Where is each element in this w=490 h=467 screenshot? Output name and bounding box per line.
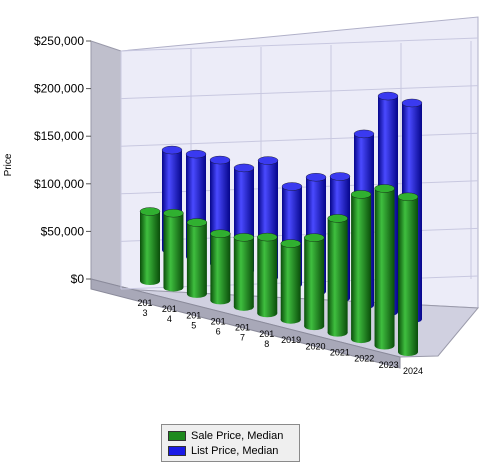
bar-sale-3 (210, 229, 231, 305)
x-tick-label: 2020 (306, 341, 326, 351)
grid-line-h (120, 37, 479, 52)
x-tick-label: 201 3 (137, 298, 152, 318)
x-tick-label: 201 5 (186, 310, 201, 330)
bar-sale-10 (374, 184, 395, 350)
floor-front-edge (90, 278, 401, 369)
y-tick-label: $150,000 (34, 129, 84, 143)
legend-item-list: List Price, Median (168, 443, 299, 458)
x-tick-label: 2022 (354, 354, 374, 364)
x-tick-label: 201 8 (259, 329, 274, 349)
bar-sale-9 (350, 190, 372, 344)
y-tick-label: $200,000 (34, 82, 84, 96)
bar-sale-8 (327, 214, 348, 337)
left-wall (90, 40, 122, 290)
y-tick-label: $50,000 (41, 224, 85, 238)
x-tick-label: 2024 (403, 366, 423, 376)
bar-sale-2 (186, 218, 208, 298)
y-tick-label: $100,000 (34, 177, 84, 191)
bar-sale-7 (303, 233, 325, 331)
legend: Sale Price, Median List Price, Median (161, 424, 300, 462)
y-axis-label: Price (3, 153, 14, 176)
x-tick-label: 2021 (330, 347, 350, 357)
chart-svg: $0 $50,000 $100,000 $150,000 $200,000 $250,00… (3, 16, 480, 376)
legend-swatch-list (168, 445, 186, 456)
x-axis-ticks: 201 3 201 4 201 5 201 6 201 7 201 8 2019 2020 2021 2022… (137, 298, 423, 376)
grid-line-h (120, 85, 479, 100)
bar-sale-4 (233, 233, 255, 311)
bars-group (139, 91, 423, 356)
legend-item-sale: Sale Price, Median (168, 428, 299, 443)
legend-label-list: List Price, Median (191, 444, 279, 457)
legend-swatch-sale (168, 430, 186, 441)
bar-sale-5 (257, 232, 278, 318)
bar-sale-6 (280, 239, 301, 324)
y-tick-label: $0 (71, 272, 85, 286)
x-tick-label: 201 6 (211, 317, 226, 337)
y-axis-ticks: $0 $50,000 $100,000 $150,000 $200,000 $250,00… (34, 34, 91, 286)
x-tick-label: 201 7 (235, 323, 250, 343)
bar-sale-0 (139, 207, 161, 285)
x-tick-label: 201 4 (162, 304, 177, 324)
bar-sale-1 (163, 208, 184, 292)
x-tick-label: 2019 (281, 335, 301, 345)
bar-sale-11 (397, 192, 419, 356)
x-tick-label: 2023 (379, 360, 399, 370)
y-tick-label: $250,000 (34, 34, 84, 48)
legend-label-sale: Sale Price, Median (191, 429, 284, 442)
